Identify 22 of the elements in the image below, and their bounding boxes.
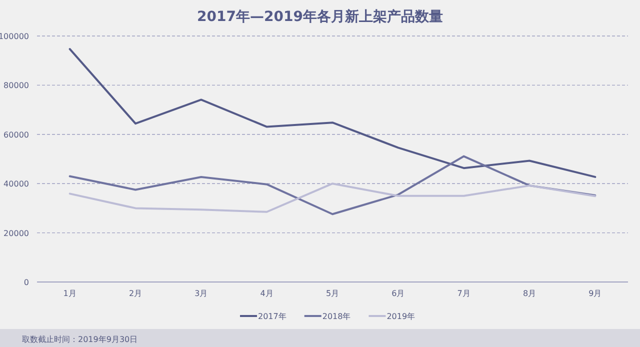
x-tick-label: 7月 [457,289,470,298]
text: 取数截止时间：2019年9月30日 [22,335,138,344]
chart-title: 2017年—2019年各月新上架产品数量 [197,8,443,25]
y-tick-label: 20000 [4,228,29,238]
x-tick-label: 1月 [63,289,76,298]
x-tick-label: 6月 [392,289,405,298]
line-series [68,48,596,178]
x-tick-label: 4月 [260,289,274,298]
x-tick-label: 5月 [326,289,340,298]
x-tick-label: 3月 [194,289,208,298]
y-tick-label: 0 [24,278,29,287]
legend-label: 2018年 [322,312,351,321]
y-tick-label: 80000 [4,81,29,90]
y-tick-label: 40000 [4,180,29,189]
legend-label: 2019年 [386,312,416,321]
line-series [68,155,596,216]
legend-label: 2017年 [258,312,286,321]
x-tick-label: 8月 [522,289,536,298]
x-tick-label: 2月 [128,289,142,298]
x-tick-label: 9月 [588,289,602,298]
y-tick-label: 60000 [4,130,29,140]
line-series [68,182,596,213]
